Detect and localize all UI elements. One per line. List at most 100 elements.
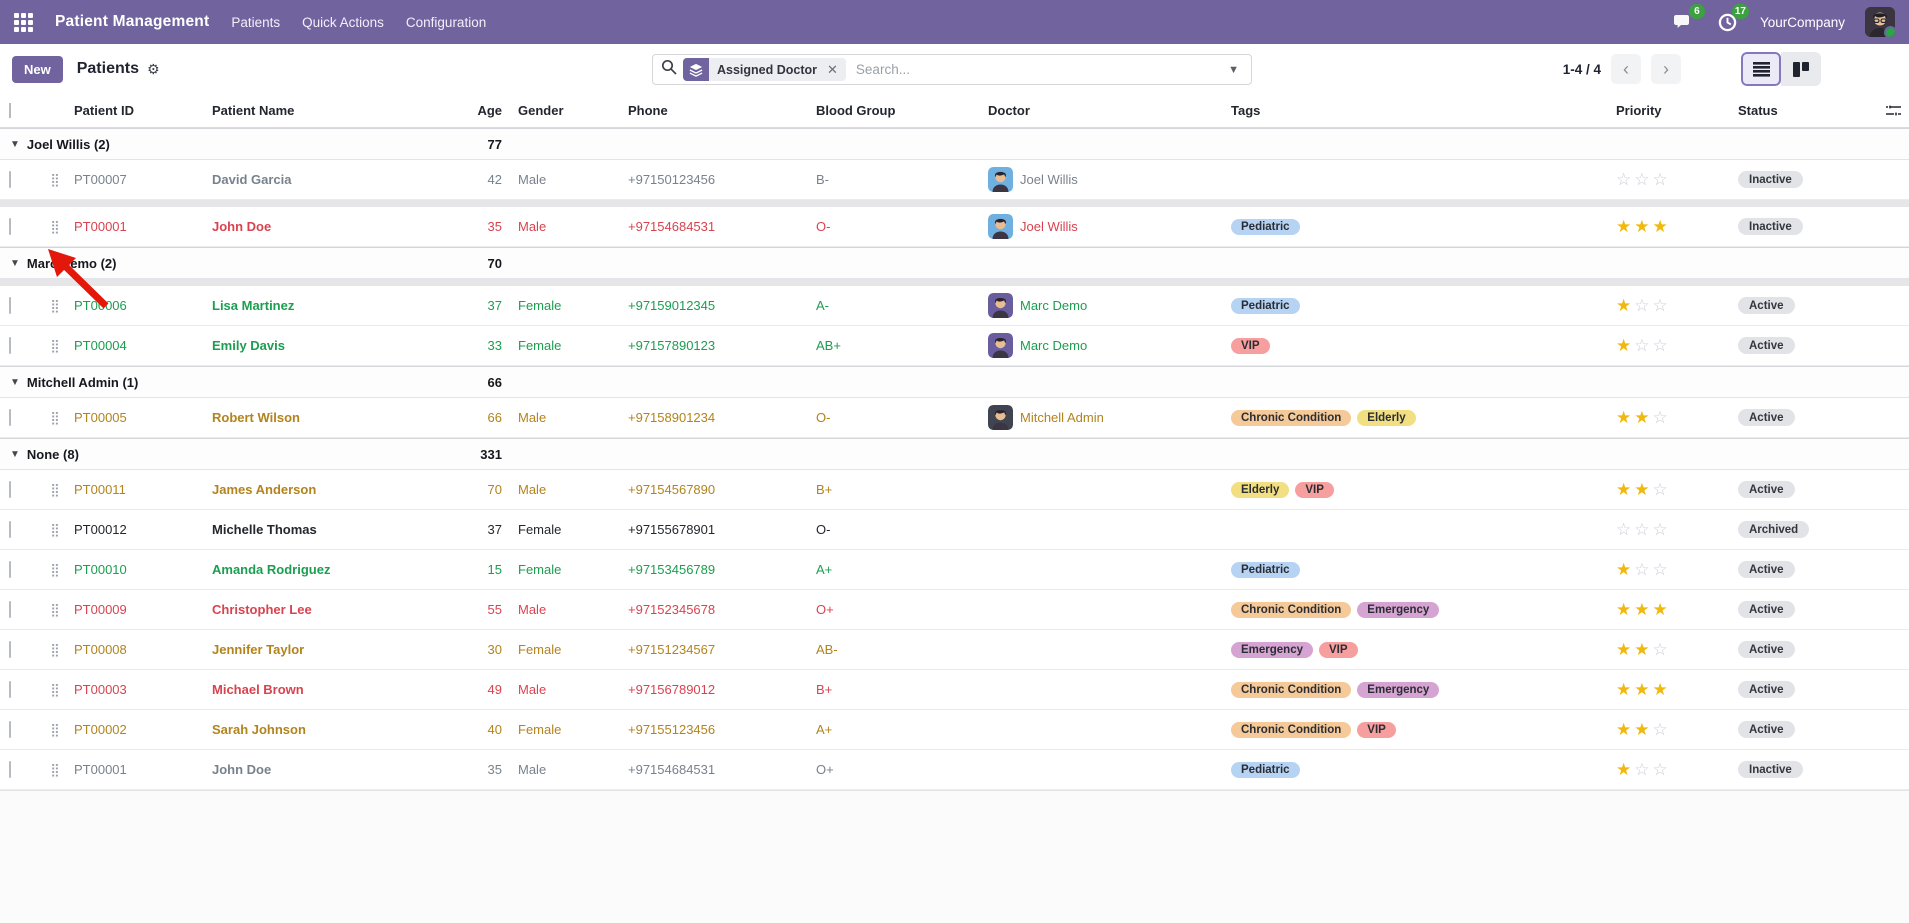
row-checkbox[interactable] — [9, 721, 11, 738]
row-drag-handle-icon[interactable]: ⣿ — [50, 601, 60, 617]
table-row[interactable]: ⣿ PT00006 Lisa Martinez 37 Female +9715901234… — [0, 286, 1909, 326]
company-switcher[interactable]: YourCompany — [1759, 14, 1845, 30]
search-dropdown-caret-icon[interactable]: ▼ — [1228, 63, 1239, 76]
priority-star-2[interactable]: ☆ — [1634, 335, 1653, 355]
list-view-button[interactable] — [1741, 52, 1781, 86]
tag-pill[interactable]: Chronic Condition — [1231, 409, 1352, 426]
pager-prev-button[interactable]: ‹ — [1611, 54, 1641, 84]
menu-patients[interactable]: Patients — [231, 14, 281, 30]
tag-pill[interactable]: Pediatric — [1231, 218, 1300, 235]
group-header-row[interactable]: ▼ Mitchell Admin (1) 66 — [0, 366, 1909, 398]
group-toggle[interactable]: ▼ None (8) — [0, 447, 434, 462]
tag-pill[interactable]: VIP — [1231, 337, 1270, 354]
priority-star-3[interactable]: ☆ — [1652, 295, 1671, 315]
priority-star-2[interactable]: ☆ — [1634, 519, 1653, 539]
priority-star-2[interactable]: ★ — [1634, 719, 1653, 739]
table-row[interactable]: ⣿ PT00008 Jennifer Taylor 30 Female +97151234… — [0, 630, 1909, 670]
column-header-id[interactable]: Patient ID — [74, 103, 134, 118]
facet-remove-icon[interactable]: ✕ — [827, 61, 838, 77]
priority-star-2[interactable]: ★ — [1634, 479, 1653, 499]
column-header-stars[interactable]: Priority — [1616, 103, 1662, 118]
table-row[interactable]: ⣿ PT00002 Sarah Johnson 40 Female +9715512345… — [0, 710, 1909, 750]
row-drag-handle-icon[interactable]: ⣿ — [50, 721, 60, 737]
search-input[interactable]: Search... — [855, 62, 910, 77]
row-checkbox[interactable] — [9, 681, 11, 698]
priority-star-2[interactable]: ★ — [1634, 407, 1653, 427]
group-header-row[interactable]: ▼ Marc Demo (2) 70 — [0, 247, 1909, 279]
search-bar[interactable]: Assigned Doctor ✕ Search... ▼ — [652, 54, 1252, 85]
priority-star-1[interactable]: ★ — [1616, 559, 1635, 579]
tag-pill[interactable]: Pediatric — [1231, 761, 1300, 778]
row-checkbox[interactable] — [9, 601, 11, 618]
tag-pill[interactable]: Elderly — [1231, 481, 1290, 498]
messages-icon[interactable]: 6 — [1672, 4, 1705, 34]
priority-star-2[interactable]: ☆ — [1634, 759, 1653, 779]
row-drag-handle-icon[interactable]: ⣿ — [50, 481, 60, 497]
app-title[interactable]: Patient Management — [55, 13, 210, 30]
group-toggle[interactable]: ▼ Joel Willis (2) — [0, 137, 434, 152]
group-toggle[interactable]: ▼ Mitchell Admin (1) — [0, 375, 434, 390]
tag-pill[interactable]: Chronic Condition — [1231, 721, 1352, 738]
row-drag-handle-icon[interactable]: ⣿ — [50, 641, 60, 657]
column-header-phone[interactable]: Phone — [628, 103, 668, 118]
priority-star-3[interactable]: ★ — [1652, 216, 1671, 236]
priority-star-1[interactable]: ☆ — [1616, 519, 1635, 539]
row-checkbox[interactable] — [9, 641, 11, 658]
tag-pill[interactable]: Elderly — [1357, 409, 1416, 426]
priority-star-3[interactable]: ☆ — [1652, 169, 1671, 189]
group-header-row[interactable]: ▼ None (8) 331 — [0, 438, 1909, 470]
apps-grid-icon[interactable] — [14, 12, 33, 32]
column-header-status[interactable]: Status — [1738, 103, 1778, 118]
priority-star-3[interactable]: ☆ — [1652, 479, 1671, 499]
tag-pill[interactable]: VIP — [1357, 721, 1396, 738]
row-checkbox[interactable] — [9, 297, 11, 314]
row-drag-handle-icon[interactable]: ⣿ — [50, 171, 60, 187]
group-toggle[interactable]: ▼ Marc Demo (2) — [0, 256, 434, 271]
priority-star-3[interactable]: ☆ — [1652, 559, 1671, 579]
priority-star-1[interactable]: ★ — [1616, 599, 1635, 619]
kanban-view-button[interactable] — [1781, 52, 1821, 86]
priority-star-2[interactable]: ☆ — [1634, 295, 1653, 315]
user-avatar[interactable] — [1865, 7, 1895, 37]
row-checkbox[interactable] — [9, 521, 11, 538]
column-header-blood[interactable]: Blood Group — [816, 103, 896, 118]
row-drag-handle-icon[interactable]: ⣿ — [50, 409, 60, 425]
tag-pill[interactable]: Emergency — [1357, 681, 1440, 698]
priority-star-2[interactable]: ★ — [1634, 599, 1653, 619]
priority-star-2[interactable]: ☆ — [1634, 559, 1653, 579]
pager-next-button[interactable]: › — [1651, 54, 1681, 84]
row-drag-handle-icon[interactable]: ⣿ — [50, 218, 60, 234]
table-row[interactable]: ⣿ PT00003 Michael Brown 49 Male +97156789012 B… — [0, 670, 1909, 710]
priority-star-2[interactable]: ☆ — [1634, 169, 1653, 189]
row-drag-handle-icon[interactable]: ⣿ — [50, 521, 60, 537]
row-checkbox[interactable] — [9, 218, 11, 235]
priority-star-3[interactable]: ★ — [1652, 679, 1671, 699]
priority-star-3[interactable]: ★ — [1652, 599, 1671, 619]
actions-gear-icon[interactable]: ⚙ — [146, 60, 160, 77]
table-row[interactable]: ⣿ PT00007 David Garcia 42 Male +97150123456 B-… — [0, 160, 1909, 200]
column-header-doctor[interactable]: Doctor — [988, 103, 1030, 118]
priority-star-2[interactable]: ★ — [1634, 216, 1653, 236]
pager-range[interactable]: 1-4 / 4 — [1562, 61, 1601, 77]
table-row[interactable]: ⣿ PT00012 Michelle Thomas 37 Female +97155678… — [0, 510, 1909, 550]
priority-star-2[interactable]: ★ — [1634, 639, 1653, 659]
tag-pill[interactable]: Chronic Condition — [1231, 601, 1352, 618]
priority-star-3[interactable]: ☆ — [1652, 759, 1671, 779]
row-drag-handle-icon[interactable]: ⣿ — [50, 297, 60, 313]
table-row[interactable]: ⣿ PT00009 Christopher Lee 55 Male +9715234567… — [0, 590, 1909, 630]
priority-star-2[interactable]: ★ — [1634, 679, 1653, 699]
row-drag-handle-icon[interactable]: ⣿ — [50, 761, 60, 777]
priority-star-1[interactable]: ★ — [1616, 639, 1635, 659]
column-header-gender[interactable]: Gender — [518, 103, 564, 118]
priority-star-3[interactable]: ☆ — [1652, 639, 1671, 659]
menu-quick-actions[interactable]: Quick Actions — [302, 14, 384, 30]
row-checkbox[interactable] — [9, 409, 11, 426]
tag-pill[interactable]: Chronic Condition — [1231, 681, 1352, 698]
row-drag-handle-icon[interactable]: ⣿ — [50, 337, 60, 353]
optional-columns-icon[interactable] — [1865, 104, 1909, 118]
row-drag-handle-icon[interactable]: ⣿ — [50, 681, 60, 697]
row-checkbox[interactable] — [9, 761, 11, 778]
priority-star-1[interactable]: ★ — [1616, 479, 1635, 499]
priority-star-1[interactable]: ★ — [1616, 407, 1635, 427]
row-checkbox[interactable] — [9, 561, 11, 578]
